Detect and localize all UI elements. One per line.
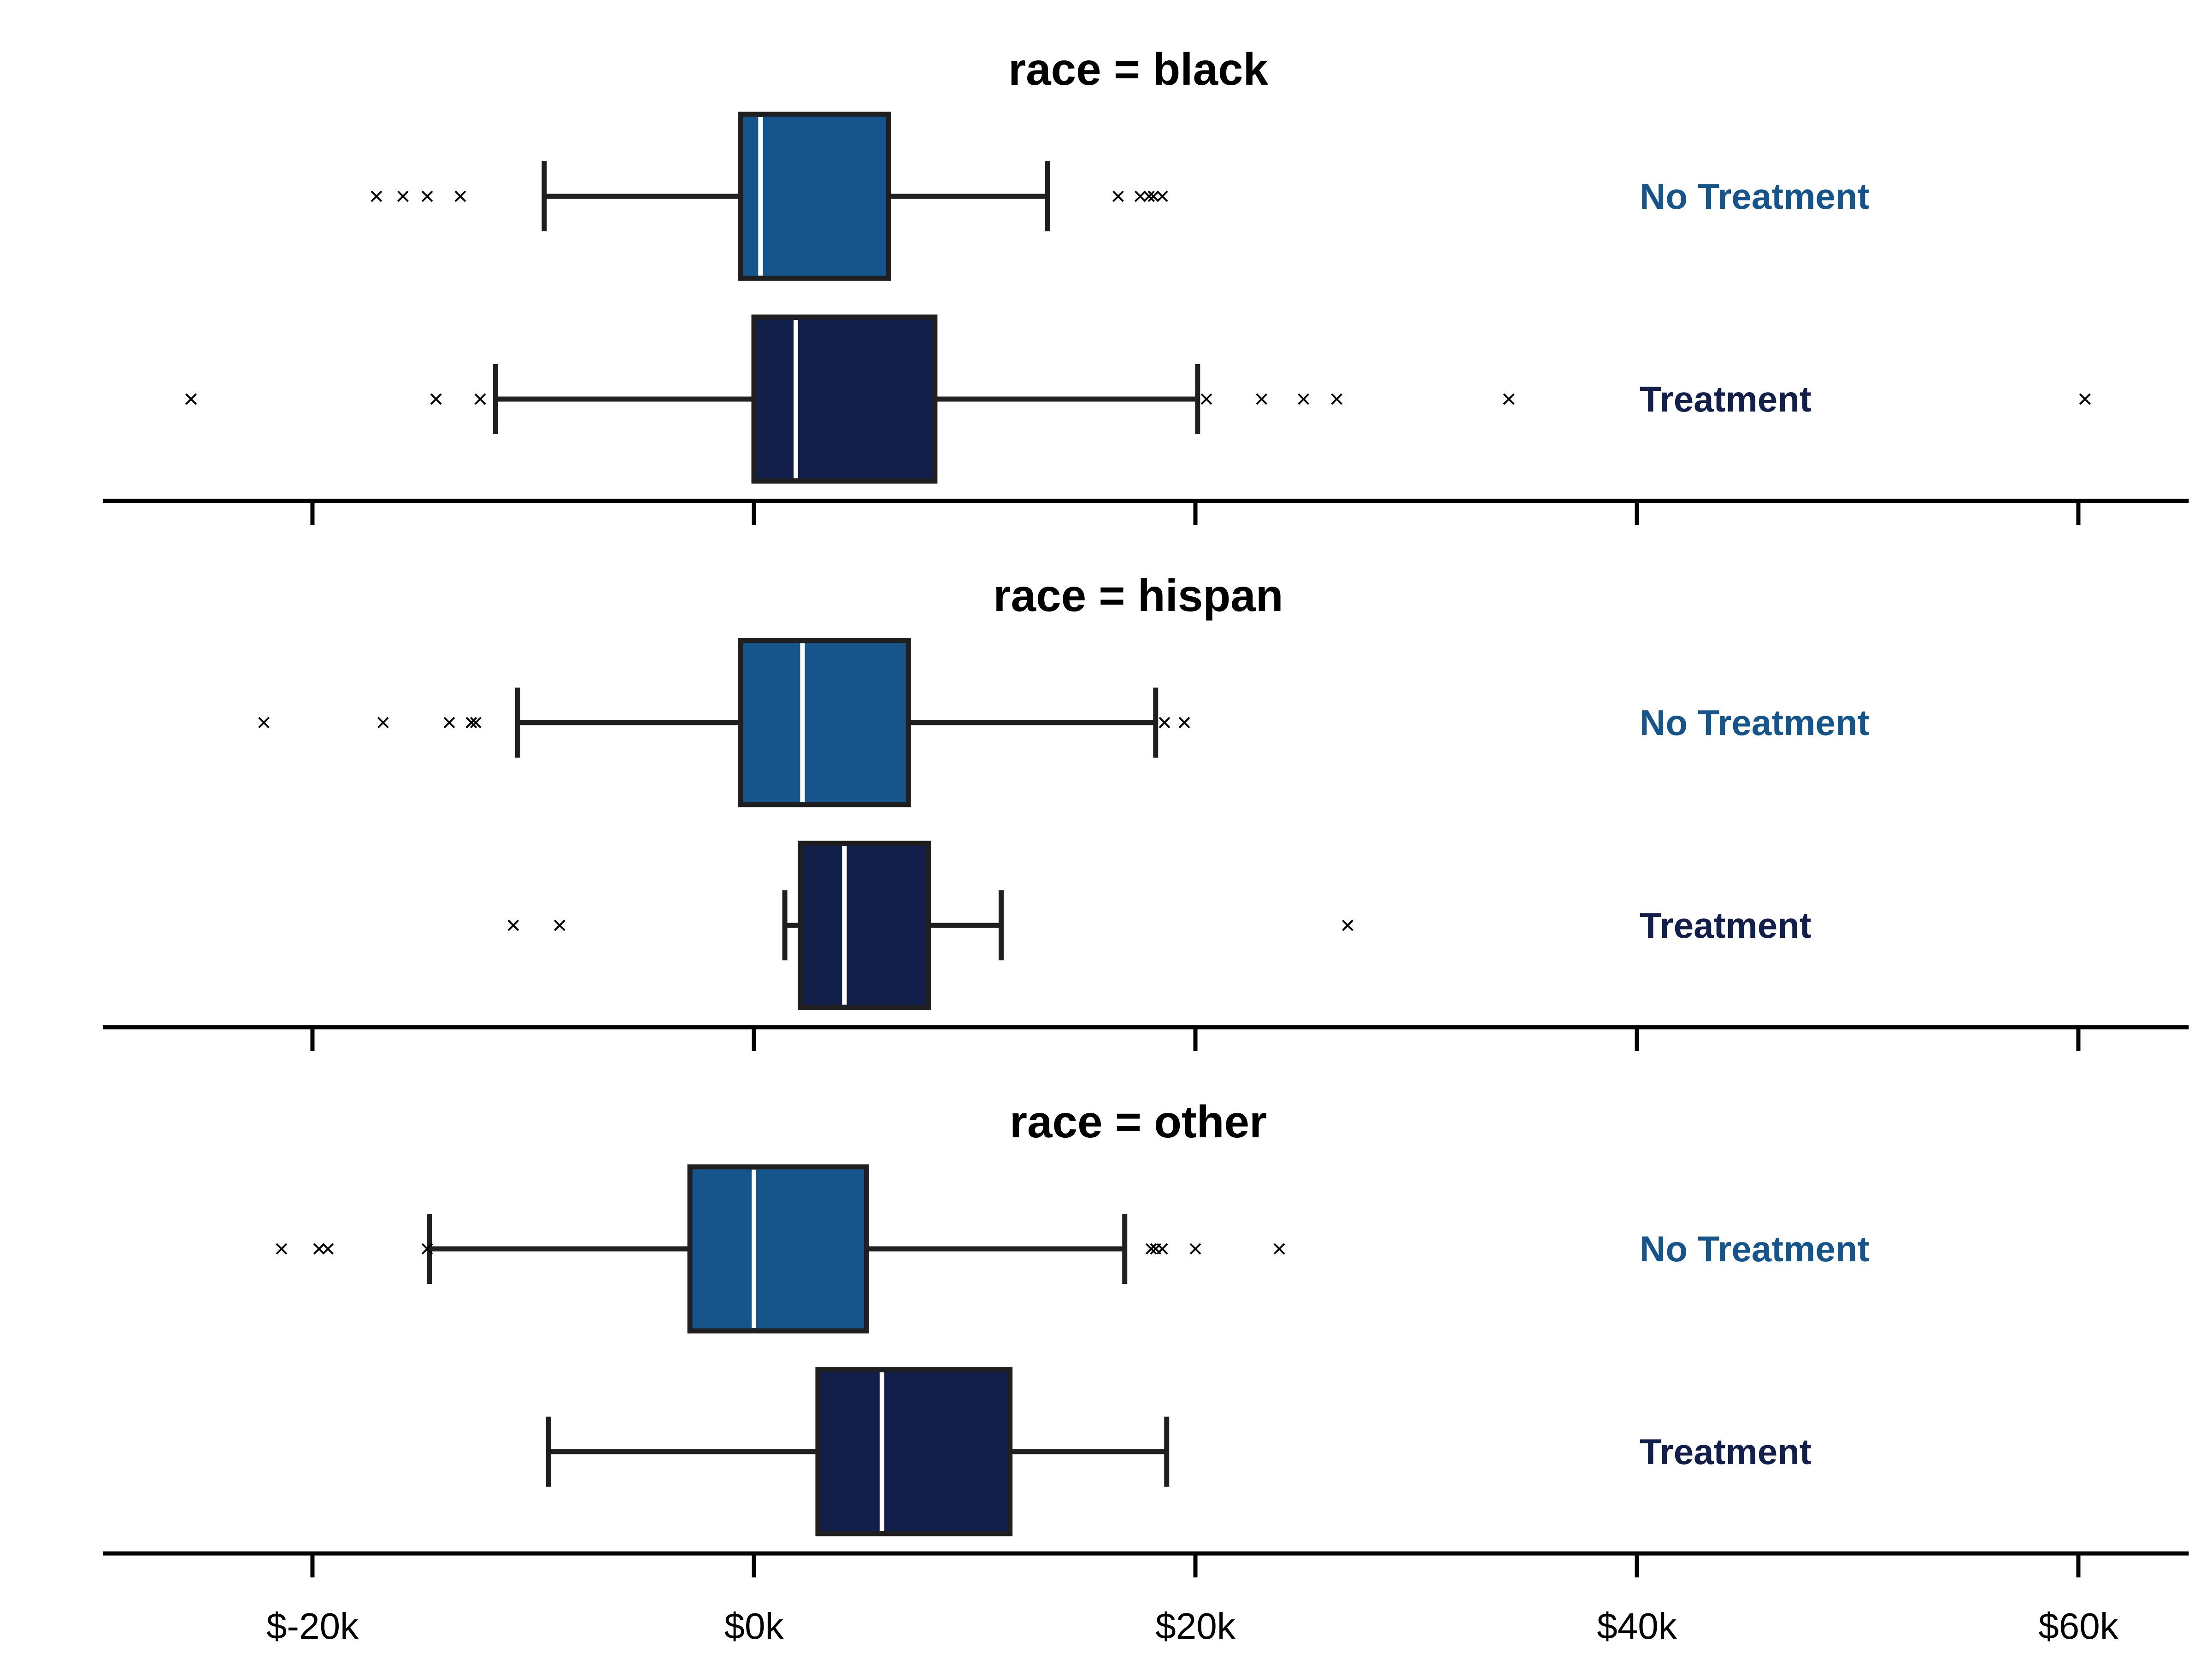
outlier-point xyxy=(470,717,482,729)
outlier-point xyxy=(377,717,389,729)
outlier-point xyxy=(554,919,565,931)
outlier-point xyxy=(421,190,433,202)
outlier-point xyxy=(185,393,197,405)
outlier-point xyxy=(1112,190,1124,202)
panel-0: race = black No Treatment Treatment xyxy=(102,44,2189,525)
outlier-point xyxy=(1298,393,1310,405)
outlier-point xyxy=(1256,393,1268,405)
iqr-box xyxy=(738,638,911,807)
outlier-point xyxy=(1145,1243,1157,1255)
outlier-point xyxy=(258,717,270,729)
group-label: No Treatment xyxy=(1640,1229,1869,1269)
outlier-point xyxy=(1178,717,1190,729)
outlier-point xyxy=(1331,393,1342,405)
x-tick-label: $20k xyxy=(1155,1606,1235,1647)
box-group-no-treatment: No Treatment xyxy=(371,112,1869,281)
panel-1: race = hispan No Treatment Treatment xyxy=(102,570,2189,1051)
iqr-box xyxy=(751,314,938,484)
outlier-point xyxy=(1156,1243,1168,1255)
group-label: No Treatment xyxy=(1640,702,1869,743)
outlier-point xyxy=(1273,1243,1285,1255)
x-tick-label: $60k xyxy=(2038,1606,2118,1647)
outlier-point xyxy=(1143,190,1155,202)
outlier-point xyxy=(276,1243,288,1255)
outlier-point xyxy=(1342,919,1353,931)
panel-title: race = hispan xyxy=(993,570,1283,621)
box-group-treatment: Treatment xyxy=(507,841,1812,1010)
group-label: Treatment xyxy=(1640,379,1812,419)
group-label: No Treatment xyxy=(1640,176,1869,217)
x-tick-label: $40k xyxy=(1597,1606,1677,1647)
outlier-point xyxy=(1503,393,1515,405)
outlier-point xyxy=(1134,190,1146,202)
group-label: Treatment xyxy=(1640,1431,1812,1472)
outlier-point xyxy=(322,1243,334,1255)
outlier-point xyxy=(1159,717,1171,729)
outlier-point xyxy=(1156,190,1168,202)
box-group-treatment: Treatment xyxy=(185,314,2091,484)
iqr-box xyxy=(798,841,931,1010)
x-tick-label: $0k xyxy=(724,1606,784,1647)
outlier-point xyxy=(1147,190,1159,202)
outlier-point xyxy=(443,717,455,729)
outlier-point xyxy=(454,190,466,202)
outlier-point xyxy=(507,919,519,931)
x-tick-label: $-20k xyxy=(266,1606,359,1647)
outlier-point xyxy=(430,393,442,405)
iqr-box xyxy=(815,1367,1013,1536)
outlier-point xyxy=(421,1243,433,1255)
panel-title: race = black xyxy=(1008,44,1268,94)
panel-2: race = other No Treatment Treatment $-20k $0… xyxy=(102,1096,2189,1647)
box-group-treatment: Treatment xyxy=(546,1367,1812,1536)
box-group-no-treatment: No Treatment xyxy=(258,638,1869,807)
outlier-point xyxy=(465,717,477,729)
outlier-point xyxy=(1189,1243,1201,1255)
iqr-box xyxy=(687,1164,869,1334)
outlier-point xyxy=(474,393,486,405)
outlier-point xyxy=(2079,393,2091,405)
group-label: Treatment xyxy=(1640,905,1812,946)
outlier-point xyxy=(397,190,409,202)
outlier-point xyxy=(1200,393,1212,405)
box-group-no-treatment: No Treatment xyxy=(276,1164,1869,1334)
outlier-point xyxy=(371,190,382,202)
panel-title: race = other xyxy=(1010,1096,1267,1147)
iqr-box xyxy=(738,112,891,281)
outlier-point xyxy=(313,1243,325,1255)
